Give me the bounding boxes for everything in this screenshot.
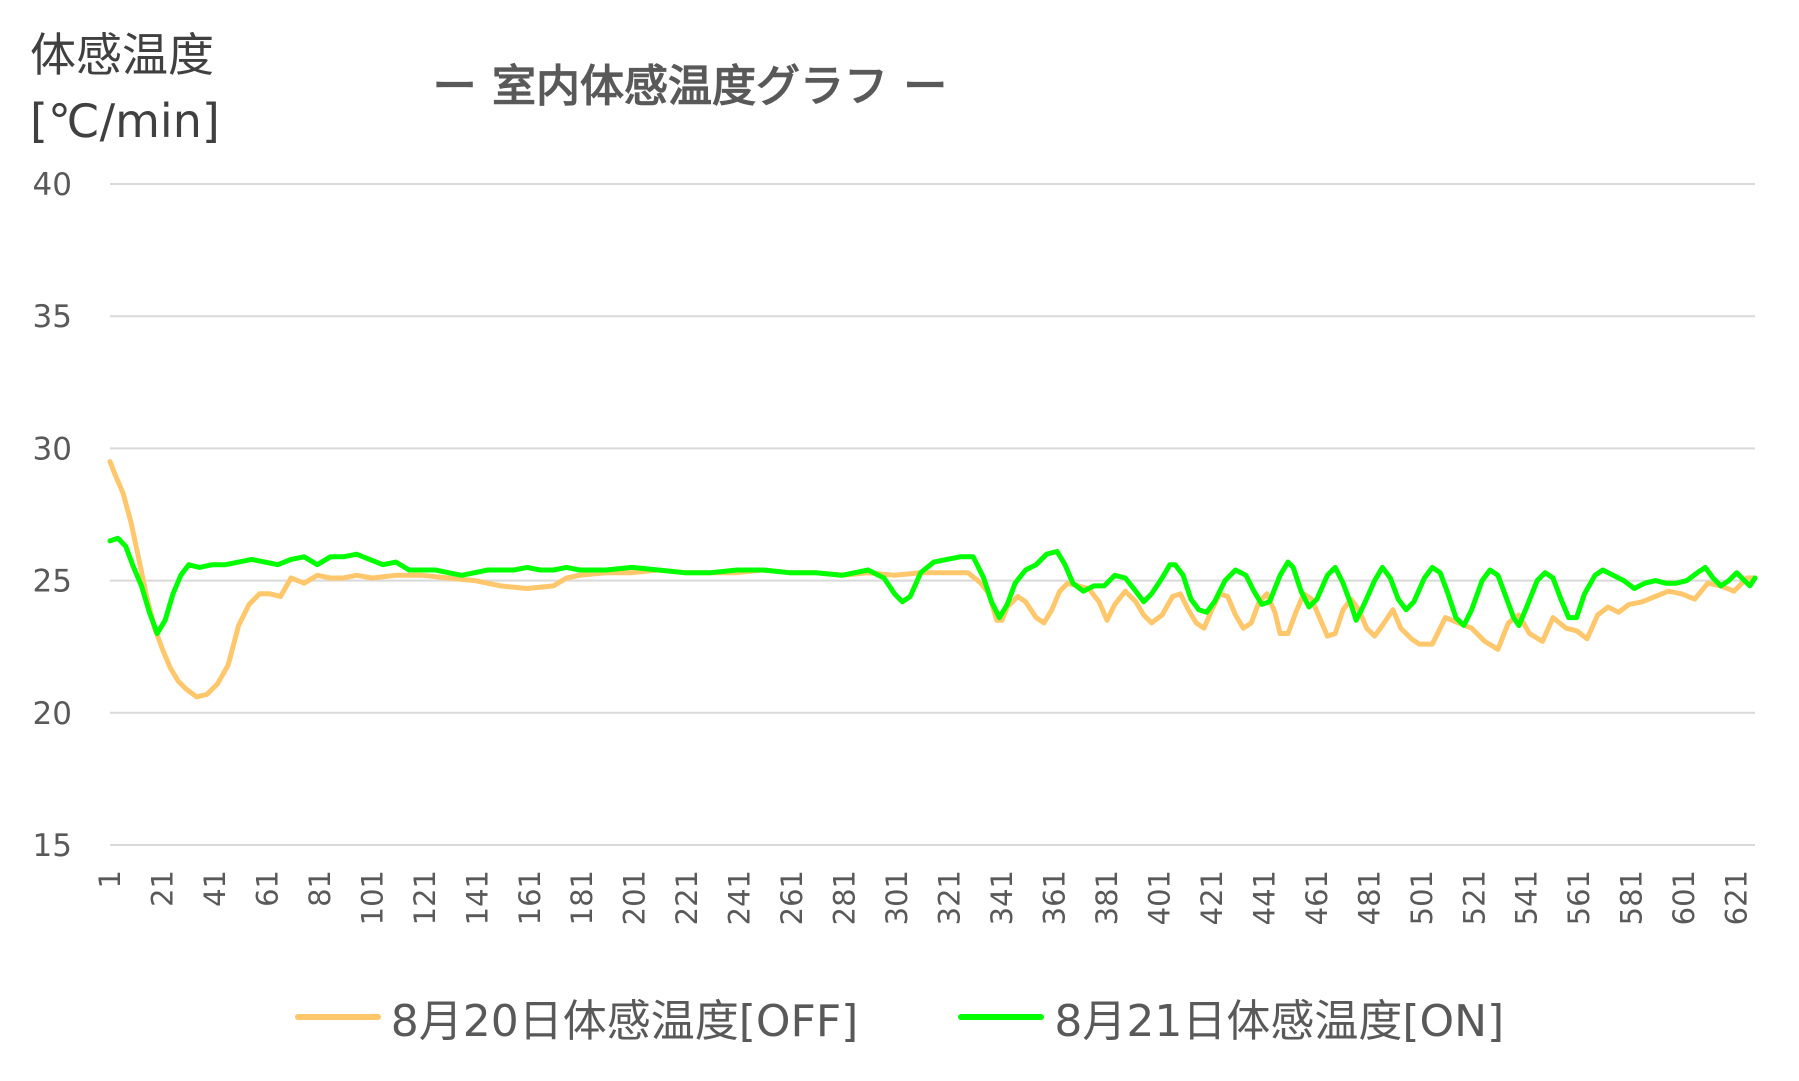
y-tick-labels: 15 20 25 30 35 40 xyxy=(33,167,72,864)
legend-item-off: 8月20日体感温度[OFF] xyxy=(294,985,859,1049)
x-tick-label: 421 xyxy=(1195,870,1229,925)
y-tick-label: 15 xyxy=(33,828,72,864)
x-tick-label: 621 xyxy=(1720,870,1754,925)
series-lines xyxy=(107,459,1758,700)
gridlines xyxy=(110,183,1755,846)
x-tick-label: 381 xyxy=(1090,870,1124,925)
x-tick-label: 221 xyxy=(670,870,704,925)
x-tick-label: 161 xyxy=(513,870,547,925)
legend-item-on: 8月21日体感温度[ON] xyxy=(958,985,1504,1049)
series-line-on xyxy=(107,535,1758,636)
x-tick-label: 261 xyxy=(775,870,809,925)
x-tick-label: 121 xyxy=(408,870,442,925)
x-tick-label: 461 xyxy=(1300,870,1334,925)
y-tick-label: 35 xyxy=(33,299,72,335)
x-tick-label: 101 xyxy=(355,870,389,925)
x-tick-label: 341 xyxy=(985,870,1019,925)
x-tick-label: 401 xyxy=(1142,870,1176,925)
x-tick-label: 201 xyxy=(618,870,652,925)
x-tick-label: 61 xyxy=(250,870,284,907)
chart-title: ー 室内体感温度グラフ ー xyxy=(432,61,948,112)
x-tick-label: 541 xyxy=(1510,870,1544,925)
x-tick-label: 81 xyxy=(303,870,337,907)
x-tick-label: 601 xyxy=(1667,870,1701,925)
x-tick-label: 521 xyxy=(1457,870,1491,925)
legend-swatch-on xyxy=(958,1014,1045,1020)
y-axis-label: 体感温度 [℃/min] xyxy=(30,28,220,148)
x-tick-label: 1 xyxy=(93,870,127,888)
x-tick-label: 181 xyxy=(565,870,599,925)
x-tick-label: 281 xyxy=(828,870,862,925)
x-tick-label: 581 xyxy=(1615,870,1649,925)
y-tick-label: 30 xyxy=(33,431,72,467)
legend-label-on: 8月21日体感温度[ON] xyxy=(1054,996,1505,1047)
x-tick-label: 321 xyxy=(933,870,967,925)
x-tick-label: 241 xyxy=(723,870,757,925)
x-tick-label: 361 xyxy=(1037,870,1071,925)
legend: 8月20日体感温度[OFF] 8月21日体感温度[ON] xyxy=(0,985,1799,1049)
x-tick-label: 141 xyxy=(460,870,494,925)
y-tick-label: 25 xyxy=(33,564,72,600)
series-line-off xyxy=(107,459,1758,700)
x-tick-label: 561 xyxy=(1562,870,1596,925)
x-tick-label: 501 xyxy=(1405,870,1439,925)
x-tick-label: 41 xyxy=(198,870,232,907)
legend-label-off: 8月20日体感温度[OFF] xyxy=(390,996,859,1047)
legend-swatch-off xyxy=(294,1014,381,1020)
x-tick-label: 441 xyxy=(1247,870,1281,925)
x-tick-label: 481 xyxy=(1352,870,1386,925)
y-tick-label: 20 xyxy=(33,696,72,732)
x-tick-label: 21 xyxy=(145,870,179,907)
x-tick-label: 301 xyxy=(880,870,914,925)
y-tick-label: 40 xyxy=(33,167,72,203)
x-tick-labels: 1 21 41 61 81 101 121 141 161 181 201 221 241 261 281 3… xyxy=(93,870,1754,925)
